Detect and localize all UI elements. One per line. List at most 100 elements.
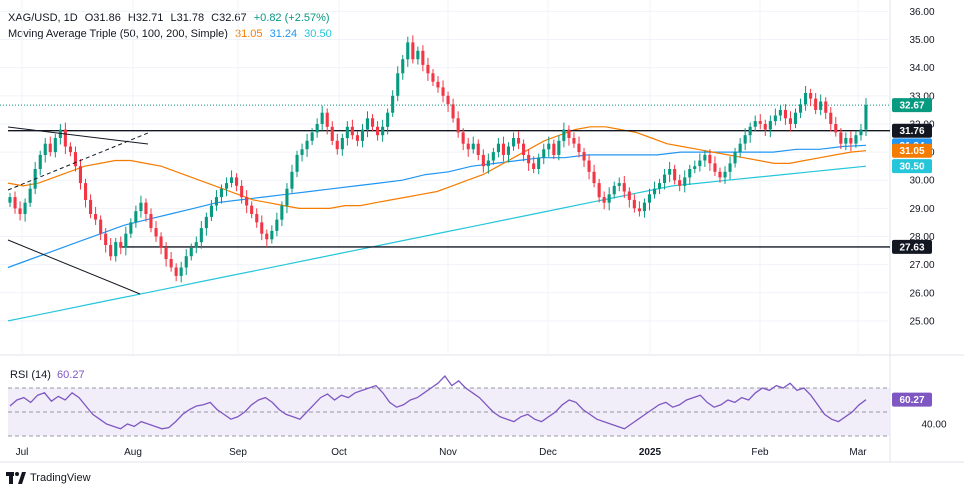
candle-body bbox=[799, 104, 803, 113]
candle-body bbox=[567, 129, 571, 138]
candle-body bbox=[325, 112, 329, 127]
candle-body bbox=[557, 140, 561, 155]
ma200-value: 30.50 bbox=[304, 28, 332, 40]
candle-body bbox=[431, 73, 435, 82]
trend-line-upper bbox=[7, 126, 149, 145]
candle-body bbox=[235, 177, 239, 186]
candle-body bbox=[476, 143, 480, 155]
symbol-label[interactable]: XAG/USD, 1D bbox=[8, 12, 78, 24]
candle-body bbox=[230, 177, 234, 183]
candle-body bbox=[668, 169, 672, 175]
candle-body bbox=[189, 247, 193, 257]
price-tick-label: 28.00 bbox=[909, 232, 934, 243]
candle-body bbox=[658, 183, 662, 189]
candle-body bbox=[763, 124, 767, 130]
candle-body bbox=[532, 163, 536, 169]
price-tag-box bbox=[892, 239, 932, 254]
candle-body bbox=[355, 135, 359, 141]
candle-body bbox=[139, 202, 143, 212]
rsi-value-header: 60.27 bbox=[57, 369, 85, 381]
candle-body bbox=[154, 228, 158, 237]
time-tick-label: Sep bbox=[229, 447, 247, 458]
candle-body bbox=[89, 199, 93, 214]
price-tick-label: 26.00 bbox=[909, 288, 934, 299]
candle-body bbox=[104, 233, 108, 245]
candle-body bbox=[824, 101, 828, 113]
rsi-title[interactable]: RSI (14) bbox=[10, 369, 51, 381]
candle-body bbox=[330, 126, 334, 141]
candle-body bbox=[819, 101, 823, 110]
candle-body bbox=[859, 129, 863, 136]
candle-body bbox=[501, 143, 505, 155]
candle-body bbox=[13, 197, 17, 209]
price-tag-label: 30.50 bbox=[899, 162, 924, 173]
price-tag-label: 31.05 bbox=[899, 146, 924, 157]
candle-body bbox=[255, 214, 259, 223]
candle-body bbox=[335, 140, 339, 150]
candle-body bbox=[225, 183, 229, 189]
rsi-tag-label: 60.27 bbox=[899, 395, 924, 406]
candle-body bbox=[597, 183, 601, 198]
candle-body bbox=[199, 228, 203, 243]
change-value: +0.82 (+2.57%) bbox=[253, 12, 330, 24]
tradingview-logo[interactable]: TradingView bbox=[6, 472, 91, 484]
candle-body bbox=[114, 242, 118, 257]
candle-body bbox=[768, 121, 772, 130]
candle-body bbox=[124, 233, 128, 248]
candle-body bbox=[43, 143, 47, 155]
candle-body bbox=[718, 171, 722, 178]
candle-body bbox=[144, 202, 148, 214]
candle-body bbox=[365, 118, 369, 130]
candle-body bbox=[310, 132, 314, 141]
candle-body bbox=[491, 152, 495, 161]
candle-body bbox=[184, 256, 188, 268]
price-tag-ma50: 31.05 bbox=[892, 143, 932, 158]
horizontal-levels bbox=[0, 104, 890, 248]
candle-body bbox=[209, 205, 213, 217]
candle-body bbox=[340, 138, 344, 150]
candle-body bbox=[129, 222, 133, 234]
price-tick-label: 34.00 bbox=[909, 63, 934, 74]
candle-body bbox=[48, 143, 52, 153]
price-tick-label: 30.00 bbox=[909, 176, 934, 187]
price-tick-label: 36.00 bbox=[909, 7, 934, 18]
candle-body bbox=[627, 191, 631, 200]
candle-body bbox=[728, 163, 732, 172]
price-tag-horizontal-level: 31.76 bbox=[892, 123, 932, 138]
candle-body bbox=[839, 132, 843, 144]
candle-body bbox=[63, 129, 67, 147]
candle-body bbox=[451, 104, 455, 119]
candle-body bbox=[527, 154, 531, 164]
candle-body bbox=[68, 146, 72, 153]
candle-body bbox=[350, 126, 354, 136]
time-tick-label: Oct bbox=[331, 447, 347, 458]
candle-body bbox=[542, 149, 546, 158]
price-tag-box bbox=[892, 159, 932, 174]
candle-body bbox=[164, 247, 168, 260]
candle-body bbox=[864, 105, 868, 130]
trend-line-lower bbox=[7, 239, 141, 295]
candle-body bbox=[119, 242, 123, 248]
candle-body bbox=[446, 95, 450, 105]
candle-body bbox=[788, 118, 792, 124]
candle-body bbox=[522, 143, 526, 155]
candle-body bbox=[194, 242, 198, 248]
price-tick-label: 25.00 bbox=[909, 316, 934, 327]
candle-body bbox=[783, 109, 787, 119]
candle-body bbox=[109, 245, 113, 257]
candle-body bbox=[28, 188, 32, 203]
trend-line-dashed bbox=[7, 132, 149, 191]
candle-body bbox=[804, 93, 808, 105]
rsi-tick-label: 40.00 bbox=[921, 420, 946, 431]
candle-body bbox=[461, 132, 465, 144]
price-tag-ma200: 30.50 bbox=[892, 159, 932, 174]
high-value: H32.71 bbox=[127, 12, 164, 24]
ma-title[interactable]: Moving Average Triple (50, 100, 200, Sim… bbox=[8, 28, 228, 40]
candle-body bbox=[834, 124, 838, 133]
candle-body bbox=[572, 138, 576, 144]
ma50-value: 31.05 bbox=[234, 28, 263, 40]
candle-body bbox=[512, 138, 516, 147]
candle-body bbox=[693, 166, 697, 169]
candle-body bbox=[587, 160, 591, 172]
